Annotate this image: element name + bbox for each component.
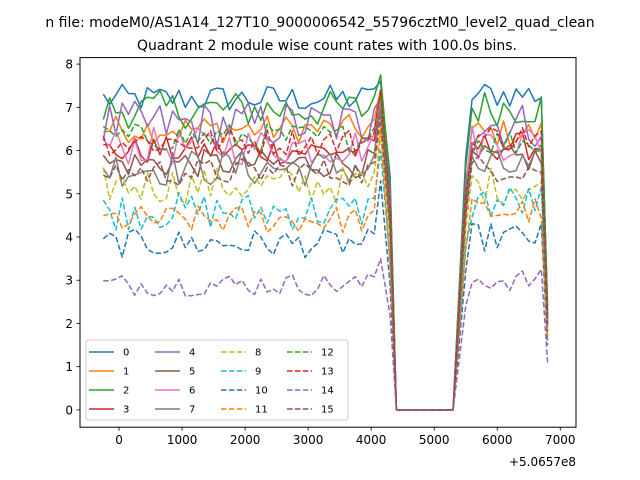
legend-label-11: 11 xyxy=(255,405,268,416)
axes-frame xyxy=(79,57,577,428)
legend-label-7: 7 xyxy=(189,405,195,416)
series-line-1 xyxy=(103,89,549,411)
series-line-7 xyxy=(102,106,549,411)
legend-label-8: 8 xyxy=(255,348,261,359)
series-line-5 xyxy=(102,102,549,411)
series-line-12 xyxy=(102,93,549,411)
y-tick-label: 8 xyxy=(65,58,73,72)
y-tick-label: 2 xyxy=(65,317,73,331)
chart-title: Quadrant 2 module wise count rates with … xyxy=(137,38,517,54)
legend-label-13: 13 xyxy=(321,367,334,378)
legend-label-10: 10 xyxy=(255,386,268,397)
x-tick-label: 7000 xyxy=(545,433,576,447)
figure-suptitle: n file: modeM0/AS1A14_127T10_9000006542_… xyxy=(45,15,594,31)
x-tick-label: 1000 xyxy=(167,433,198,447)
series-line-13 xyxy=(102,89,549,411)
legend-label-1: 1 xyxy=(123,367,129,378)
y-tick-label: 5 xyxy=(65,187,73,201)
x-axis-ticks: 0 1000 2000 3000 4000 5000 6000 7000 xyxy=(115,427,576,447)
y-axis-ticks: 0 1 2 3 4 5 6 7 8 xyxy=(65,58,80,417)
legend-label-3: 3 xyxy=(123,405,129,416)
legend-label-2: 2 xyxy=(123,386,129,397)
plot-lines xyxy=(102,74,549,411)
series-line-11 xyxy=(103,128,549,411)
y-tick-label: 6 xyxy=(65,144,73,158)
x-tick-label: 0 xyxy=(115,433,123,447)
series-line-2 xyxy=(102,74,549,411)
series-line-8 xyxy=(102,123,549,411)
y-tick-label: 3 xyxy=(65,274,73,288)
legend-label-9: 9 xyxy=(255,367,261,378)
series-line-0 xyxy=(102,80,549,411)
legend-label-6: 6 xyxy=(189,386,195,397)
series-line-9 xyxy=(102,149,549,411)
x-tick-label: 5000 xyxy=(419,433,450,447)
x-tick-label: 2000 xyxy=(230,433,261,447)
y-tick-label: 7 xyxy=(65,101,73,115)
legend-label-14: 14 xyxy=(321,386,334,397)
series-line-14 xyxy=(103,257,549,411)
y-tick-label: 1 xyxy=(65,360,73,374)
legend-label-12: 12 xyxy=(321,348,334,359)
series-line-10 xyxy=(102,180,549,411)
y-tick-label: 4 xyxy=(65,230,73,244)
x-tick-label: 4000 xyxy=(356,433,387,447)
x-offset-label: +5.0657e8 xyxy=(509,455,576,469)
legend-label-4: 4 xyxy=(189,348,195,359)
x-tick-label: 3000 xyxy=(293,433,324,447)
x-tick-label: 6000 xyxy=(482,433,513,447)
legend-box xyxy=(85,339,349,421)
legend-label-15: 15 xyxy=(321,405,334,416)
series-line-15 xyxy=(102,115,549,411)
legend-label-5: 5 xyxy=(189,367,195,378)
y-tick-label: 0 xyxy=(65,403,73,417)
legend-label-0: 0 xyxy=(123,348,129,359)
